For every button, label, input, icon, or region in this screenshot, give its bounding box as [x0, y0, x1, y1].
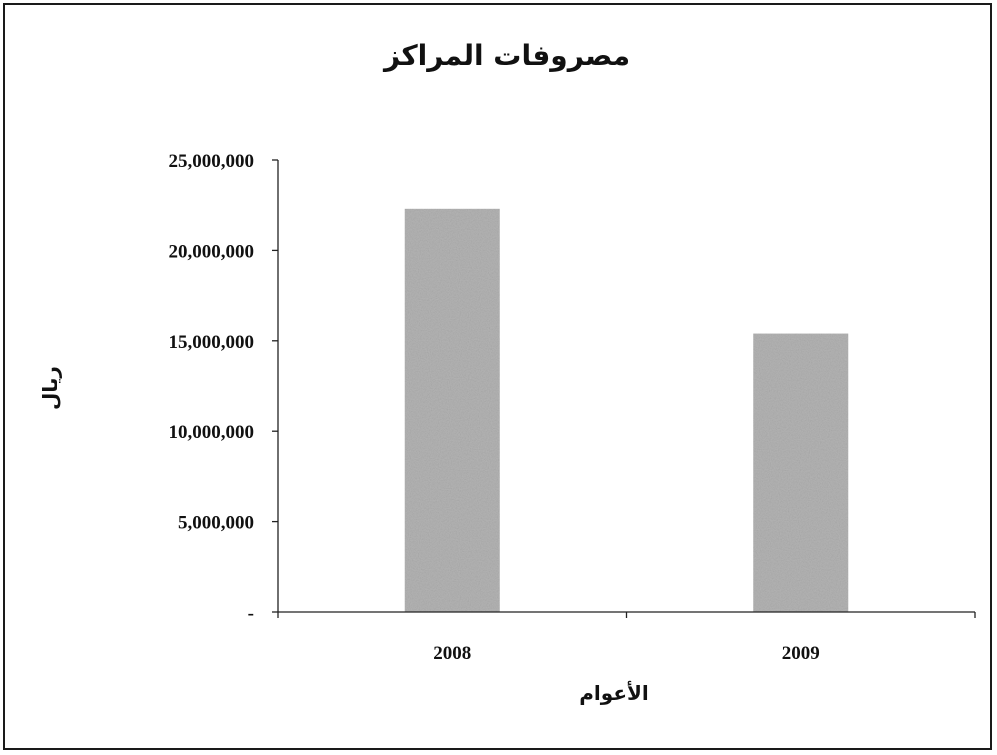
x-tick-label: 2009: [782, 643, 820, 664]
y-axis-title: ريال: [38, 366, 62, 410]
chart-canvas: مصروفات المراكز - 5,000,000 10,000,000 15,0…: [38, 39, 976, 705]
x-axis-ticks: 2008 2009: [277, 612, 976, 664]
y-tick-label: -: [248, 603, 254, 624]
y-tick-label: 15,000,000: [169, 332, 255, 353]
y-tick-label: 10,000,000: [169, 422, 255, 443]
y-tick-label: 5,000,000: [178, 513, 254, 534]
chart-frame: مصروفات المراكز - 5,000,000 10,000,000 15,0…: [3, 3, 992, 750]
bars-group: [404, 208, 849, 613]
bar-2009: [753, 333, 849, 612]
chart-title: مصروفات المراكز: [382, 39, 630, 72]
bar-2008: [404, 208, 500, 613]
x-tick-label: 2008: [433, 643, 471, 664]
y-axis-ticks: - 5,000,000 10,000,000 15,000,000 20,000,000…: [169, 151, 278, 624]
x-axis-title: الأعوام: [579, 680, 648, 705]
y-tick-label: 25,000,000: [169, 151, 255, 172]
y-tick-label: 20,000,000: [169, 241, 255, 262]
